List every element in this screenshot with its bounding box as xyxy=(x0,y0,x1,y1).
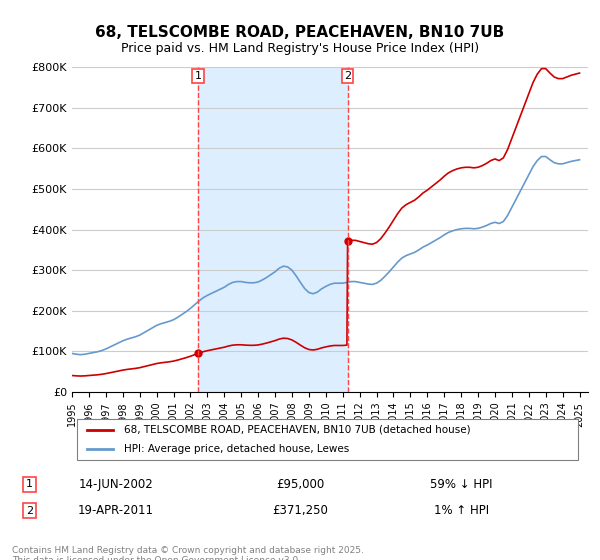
Text: £95,000: £95,000 xyxy=(276,478,324,491)
Bar xyxy=(198,67,347,392)
Text: Price paid vs. HM Land Registry's House Price Index (HPI): Price paid vs. HM Land Registry's House … xyxy=(121,42,479,55)
Text: 1: 1 xyxy=(26,479,33,489)
Text: 2: 2 xyxy=(344,71,351,81)
Text: HPI: Average price, detached house, Lewes: HPI: Average price, detached house, Lewe… xyxy=(124,445,349,455)
Text: 2: 2 xyxy=(26,506,33,516)
Text: 68, TELSCOMBE ROAD, PEACEHAVEN, BN10 7UB (detached house): 68, TELSCOMBE ROAD, PEACEHAVEN, BN10 7UB… xyxy=(124,424,470,435)
Text: Contains HM Land Registry data © Crown copyright and database right 2025.
This d: Contains HM Land Registry data © Crown c… xyxy=(12,546,364,560)
Text: 1% ↑ HPI: 1% ↑ HPI xyxy=(434,504,489,517)
Text: 68, TELSCOMBE ROAD, PEACEHAVEN, BN10 7UB: 68, TELSCOMBE ROAD, PEACEHAVEN, BN10 7UB xyxy=(95,25,505,40)
Text: 19-APR-2011: 19-APR-2011 xyxy=(77,504,154,517)
FancyBboxPatch shape xyxy=(77,419,578,460)
Text: 14-JUN-2002: 14-JUN-2002 xyxy=(79,478,153,491)
Text: 1: 1 xyxy=(194,71,202,81)
Text: 59% ↓ HPI: 59% ↓ HPI xyxy=(430,478,493,491)
Text: £371,250: £371,250 xyxy=(272,504,328,517)
